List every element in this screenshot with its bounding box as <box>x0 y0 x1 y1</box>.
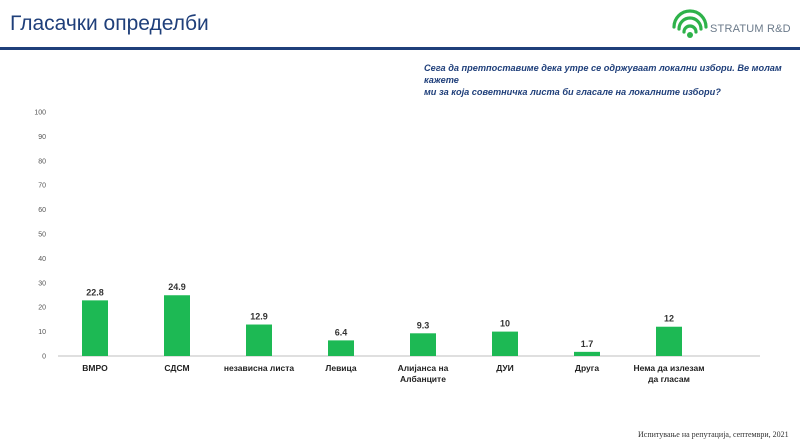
category-label: Албанците <box>400 374 446 384</box>
bar <box>410 333 436 356</box>
logo-text: STRATUM R&D <box>710 23 791 35</box>
data-label: 9.3 <box>417 320 430 330</box>
bar <box>492 331 518 356</box>
y-tick-label: 10 <box>38 329 46 336</box>
y-tick-label: 0 <box>42 354 46 361</box>
stratum-logo-icon <box>672 9 708 38</box>
category-label: Нема да излезам <box>634 363 705 373</box>
data-label: 1.7 <box>581 339 594 349</box>
survey-question: Сега да претпоставиме дека утре се одржу… <box>424 62 784 98</box>
category-label: ВМРО <box>82 363 108 373</box>
page-title: Гласачки определби <box>10 12 209 35</box>
y-tick-label: 100 <box>34 110 46 117</box>
y-tick-label: 20 <box>38 305 46 312</box>
bar <box>574 351 600 356</box>
data-label: 10 <box>500 319 510 329</box>
title-divider <box>0 47 800 50</box>
source-footnote: Испитување на репутација, септември, 202… <box>638 430 789 439</box>
y-tick-label: 40 <box>38 256 46 263</box>
y-tick-label: 50 <box>38 232 46 239</box>
data-label: 12 <box>664 314 674 324</box>
data-label: 22.8 <box>86 287 104 297</box>
y-tick-label: 70 <box>38 183 46 190</box>
question-line-1: Сега да претпоставиме дека утре се одржу… <box>424 63 782 85</box>
data-label: 6.4 <box>335 327 348 337</box>
data-label: 12.9 <box>250 312 268 322</box>
bar-chart: 0 10 20 30 40 50 60 70 80 90 100 22.8 ВМРО 24.9 СДСМ 12… <box>34 110 760 384</box>
bar <box>164 295 190 356</box>
category-label: Левица <box>325 363 356 373</box>
bar <box>328 340 354 356</box>
y-tick-label: 90 <box>38 134 46 141</box>
category-label: независна листа <box>224 363 295 373</box>
bar <box>82 300 108 356</box>
category-label: ДУИ <box>496 363 514 373</box>
bar <box>246 324 272 356</box>
category-label: Друга <box>575 363 599 373</box>
data-label: 24.9 <box>168 282 186 292</box>
question-line-2: ми за која советничка листа би гласале н… <box>424 87 721 97</box>
y-tick-label: 60 <box>38 207 46 214</box>
category-label: Алијанса на <box>398 363 449 373</box>
y-tick-label: 30 <box>38 280 46 287</box>
category-label: да гласам <box>648 374 690 384</box>
y-tick-label: 80 <box>38 158 46 165</box>
category-label: СДСМ <box>164 363 189 373</box>
bar <box>656 326 682 356</box>
